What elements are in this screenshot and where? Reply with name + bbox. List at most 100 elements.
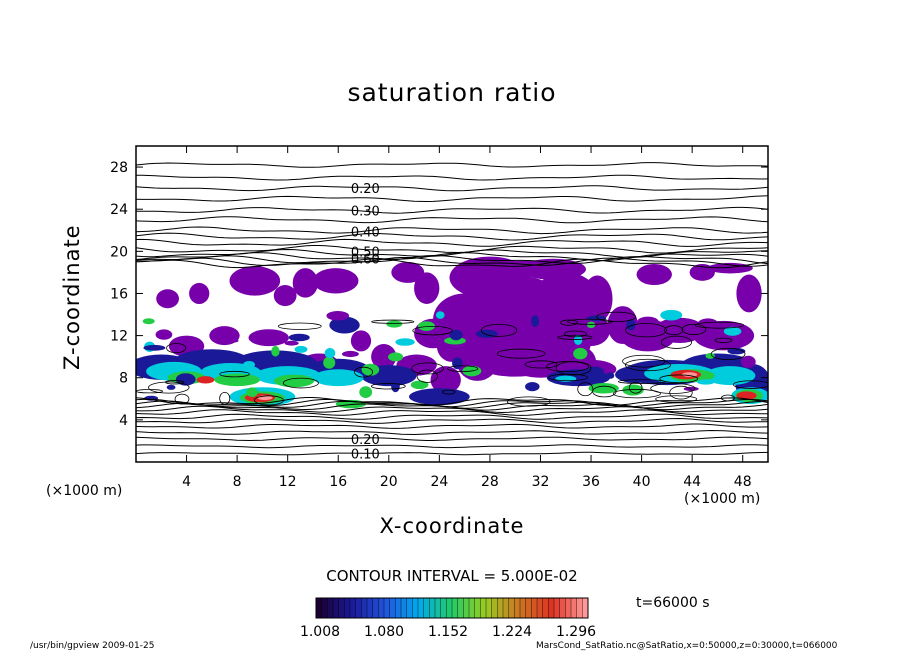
- cloud-speckle: [341, 350, 359, 358]
- saturated-region: [350, 330, 372, 352]
- colorbar-segment: [571, 598, 578, 618]
- colorbar-segment: [440, 598, 447, 618]
- x-tick-label: 32: [532, 474, 550, 490]
- cloud-speckle: [727, 347, 746, 355]
- colorbar: 1.008 1.080 1.152 1.224 1.296: [300, 597, 596, 640]
- y-tick-label: 24: [110, 202, 128, 218]
- contour-loop: [277, 322, 322, 330]
- contour-loop: [441, 389, 456, 395]
- contour-line-upper: [136, 185, 768, 192]
- contour-loop: [694, 321, 745, 329]
- contour-loop: [714, 337, 733, 343]
- x-tick-label: 40: [633, 474, 651, 490]
- contour-loop: [664, 325, 684, 336]
- saturated-region: [312, 268, 359, 294]
- colorbar-segment: [491, 598, 498, 618]
- contour-loop: [412, 325, 453, 336]
- saturated-region: [189, 282, 210, 304]
- colorbar-segment: [361, 598, 368, 618]
- colorbar-segment: [508, 598, 515, 618]
- x-tick-label: 36: [582, 474, 600, 490]
- contour-line-upper: [136, 258, 768, 269]
- contour-loop: [624, 358, 671, 372]
- x-tick-label: 12: [279, 474, 297, 490]
- contour-loop: [612, 389, 661, 399]
- cloud-band-cell: [588, 383, 619, 394]
- cloud-speckle: [395, 338, 415, 346]
- contour-loop: [166, 343, 187, 354]
- contour-loop: [555, 361, 592, 376]
- contour-line-upper: [136, 174, 768, 181]
- contour-loop: [480, 323, 518, 337]
- cloud-speckle: [288, 333, 310, 342]
- colorbar-segment: [327, 598, 334, 618]
- contour-loop: [371, 319, 415, 324]
- cloud-speckle: [143, 344, 166, 351]
- colorbar-segment: [355, 598, 362, 618]
- x-axis-unit-right: (×1000 m): [684, 491, 761, 507]
- saturated-region: [391, 261, 425, 283]
- colorbar-segment: [565, 598, 572, 618]
- contour-line-upper: [136, 195, 768, 203]
- contour-line-upper: [136, 257, 768, 267]
- contour-loop: [370, 383, 406, 390]
- cloud-speckle: [697, 379, 715, 385]
- y-tick-label: 16: [110, 286, 128, 302]
- cloud-speckle: [359, 386, 373, 398]
- cloud-speckle: [606, 372, 615, 379]
- contour-loop: [354, 366, 374, 378]
- cloud-speckle: [525, 382, 540, 392]
- cloud-speckle: [660, 309, 683, 321]
- contour-line-lower: [136, 405, 768, 414]
- saturated-region: [248, 329, 289, 347]
- colorbar-tick-label: 1.224: [492, 624, 532, 640]
- cloud-speckle: [388, 352, 404, 362]
- colorbar-segment: [401, 598, 408, 618]
- colorbar-segment: [395, 598, 402, 618]
- contour-line-lower: [136, 436, 768, 442]
- contour-loop: [622, 354, 666, 368]
- contour-loop: [219, 370, 250, 378]
- colorbar-segment: [537, 598, 544, 618]
- cloud-speckle: [626, 319, 636, 331]
- cloud-speckle: [175, 373, 196, 386]
- cloud-band-cell: [312, 369, 364, 387]
- cloud-speckle: [573, 334, 583, 345]
- colorbar-segment: [542, 598, 549, 618]
- contour-loop: [659, 374, 699, 384]
- saturated-region: [371, 344, 397, 370]
- colorbar-segment: [406, 598, 413, 618]
- cloud-speckle: [417, 321, 436, 331]
- colorbar-tick-label: 1.152: [428, 624, 468, 640]
- colorbar-segment: [554, 598, 561, 618]
- colorbar-segment: [457, 598, 464, 618]
- contour-loop: [660, 335, 693, 349]
- cloud-speckle: [284, 340, 299, 346]
- contour-line-upper: [136, 216, 768, 224]
- cloud-band-cell: [704, 366, 756, 386]
- cloud-speckle: [265, 337, 277, 346]
- contour-loop: [669, 385, 693, 400]
- contour-loop: [219, 391, 231, 405]
- cloud-band-cell: [682, 372, 698, 377]
- cloud-speckle: [586, 321, 596, 329]
- y-tick-label: 4: [119, 413, 128, 429]
- contour-labels-layer: 0.200.300.400.500.600.100.20: [351, 182, 380, 462]
- contour-loop: [560, 319, 578, 326]
- contour-loop: [524, 360, 558, 369]
- x-tick-label: 28: [481, 474, 499, 490]
- colorbar-tick-label: 1.008: [300, 624, 340, 640]
- colorbar-segment: [463, 598, 470, 618]
- contour-line-upper: [136, 226, 768, 235]
- cloud-speckle: [585, 366, 604, 375]
- contour-line-lower: [136, 413, 768, 420]
- contour-label: 0.60: [351, 253, 380, 268]
- saturated-region: [229, 266, 281, 296]
- x-axis-ticks: 4 8 12 16 20 24 28 32 36 40 44 48: [182, 146, 752, 490]
- cloud-speckle: [705, 352, 715, 359]
- contour-loop: [732, 380, 768, 389]
- cloud-speckle: [271, 345, 280, 357]
- cloud-speckle: [166, 384, 176, 390]
- cloud-speckle: [391, 379, 400, 393]
- contour-loop: [563, 330, 587, 338]
